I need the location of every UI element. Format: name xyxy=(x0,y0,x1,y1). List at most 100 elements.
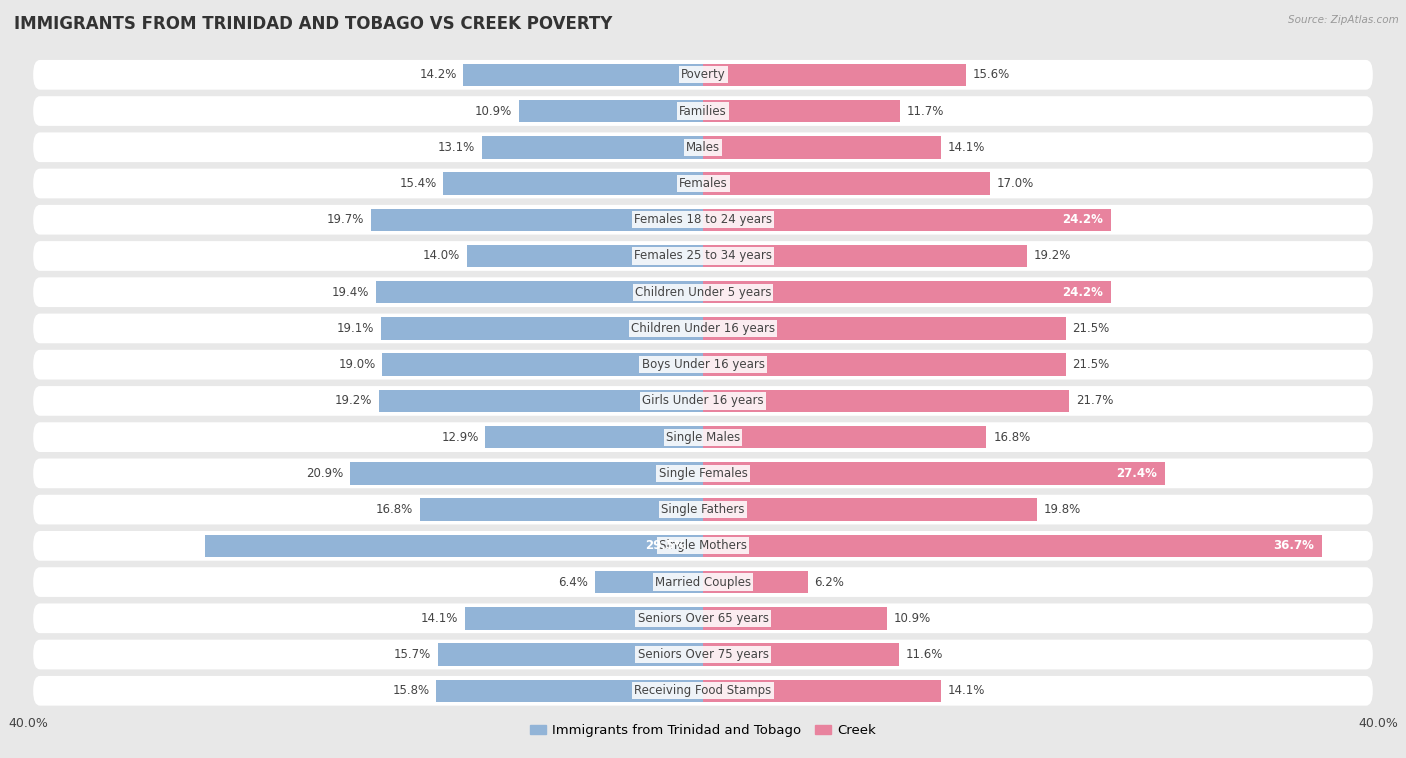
Bar xyxy=(703,353,1066,376)
Text: IMMIGRANTS FROM TRINIDAD AND TOBAGO VS CREEK POVERTY: IMMIGRANTS FROM TRINIDAD AND TOBAGO VS C… xyxy=(14,15,613,33)
Text: Children Under 16 years: Children Under 16 years xyxy=(631,322,775,335)
Bar xyxy=(482,136,703,158)
Text: Single Males: Single Males xyxy=(666,431,740,443)
FancyBboxPatch shape xyxy=(34,241,1372,271)
Text: Single Females: Single Females xyxy=(658,467,748,480)
FancyBboxPatch shape xyxy=(34,386,1372,415)
Bar xyxy=(371,208,703,231)
Text: Females 25 to 34 years: Females 25 to 34 years xyxy=(634,249,772,262)
Bar xyxy=(703,281,1111,303)
Text: 17.0%: 17.0% xyxy=(997,177,1033,190)
FancyBboxPatch shape xyxy=(34,205,1372,234)
FancyBboxPatch shape xyxy=(34,277,1372,307)
FancyBboxPatch shape xyxy=(34,422,1372,452)
Bar xyxy=(703,245,1026,268)
Text: Receiving Food Stamps: Receiving Food Stamps xyxy=(634,684,772,697)
Bar xyxy=(380,390,703,412)
FancyBboxPatch shape xyxy=(34,567,1372,597)
Text: Seniors Over 75 years: Seniors Over 75 years xyxy=(637,648,769,661)
Bar xyxy=(703,644,898,666)
Text: 16.8%: 16.8% xyxy=(375,503,413,516)
Bar xyxy=(350,462,703,484)
FancyBboxPatch shape xyxy=(34,640,1372,669)
Bar xyxy=(703,317,1066,340)
FancyBboxPatch shape xyxy=(34,350,1372,380)
Text: 10.9%: 10.9% xyxy=(475,105,512,117)
Text: 19.0%: 19.0% xyxy=(339,359,375,371)
Legend: Immigrants from Trinidad and Tobago, Creek: Immigrants from Trinidad and Tobago, Cre… xyxy=(524,719,882,742)
Text: 19.8%: 19.8% xyxy=(1043,503,1081,516)
FancyBboxPatch shape xyxy=(34,495,1372,525)
Bar xyxy=(703,100,900,122)
Bar xyxy=(205,534,703,557)
Text: 6.2%: 6.2% xyxy=(814,575,844,588)
Text: 15.6%: 15.6% xyxy=(973,68,1010,81)
Text: Children Under 5 years: Children Under 5 years xyxy=(634,286,772,299)
Text: 27.4%: 27.4% xyxy=(1116,467,1157,480)
Bar xyxy=(703,64,966,86)
Text: Boys Under 16 years: Boys Under 16 years xyxy=(641,359,765,371)
Text: 19.1%: 19.1% xyxy=(336,322,374,335)
Text: 21.5%: 21.5% xyxy=(1073,359,1109,371)
Text: 19.2%: 19.2% xyxy=(1033,249,1071,262)
Bar xyxy=(382,353,703,376)
Text: 21.7%: 21.7% xyxy=(1076,394,1114,407)
Text: 21.5%: 21.5% xyxy=(1073,322,1109,335)
Text: 15.7%: 15.7% xyxy=(394,648,432,661)
Bar xyxy=(465,607,703,630)
Text: 15.4%: 15.4% xyxy=(399,177,436,190)
Text: Males: Males xyxy=(686,141,720,154)
Bar xyxy=(464,64,703,86)
Text: 19.7%: 19.7% xyxy=(326,213,364,226)
Text: Females 18 to 24 years: Females 18 to 24 years xyxy=(634,213,772,226)
Bar xyxy=(381,317,703,340)
Text: Single Fathers: Single Fathers xyxy=(661,503,745,516)
Text: 14.1%: 14.1% xyxy=(420,612,458,625)
Text: 15.8%: 15.8% xyxy=(392,684,430,697)
Text: 14.2%: 14.2% xyxy=(419,68,457,81)
Bar xyxy=(703,534,1322,557)
Text: 13.1%: 13.1% xyxy=(439,141,475,154)
Text: Married Couples: Married Couples xyxy=(655,575,751,588)
Text: 19.2%: 19.2% xyxy=(335,394,373,407)
FancyBboxPatch shape xyxy=(34,314,1372,343)
Bar xyxy=(439,644,703,666)
Bar xyxy=(703,136,941,158)
Text: Single Mothers: Single Mothers xyxy=(659,540,747,553)
FancyBboxPatch shape xyxy=(34,531,1372,561)
Bar xyxy=(375,281,703,303)
Text: Poverty: Poverty xyxy=(681,68,725,81)
Bar xyxy=(485,426,703,449)
FancyBboxPatch shape xyxy=(34,459,1372,488)
Bar xyxy=(467,245,703,268)
Text: 24.2%: 24.2% xyxy=(1062,286,1102,299)
Bar xyxy=(595,571,703,594)
Bar xyxy=(703,571,807,594)
Bar xyxy=(703,426,987,449)
Text: 36.7%: 36.7% xyxy=(1272,540,1313,553)
Bar xyxy=(703,607,887,630)
FancyBboxPatch shape xyxy=(34,603,1372,633)
Bar xyxy=(703,498,1038,521)
Text: 24.2%: 24.2% xyxy=(1062,213,1102,226)
Bar xyxy=(703,462,1166,484)
Text: 20.9%: 20.9% xyxy=(307,467,343,480)
Text: 11.7%: 11.7% xyxy=(907,105,945,117)
Text: 14.1%: 14.1% xyxy=(948,684,986,697)
Bar xyxy=(703,390,1069,412)
Bar xyxy=(443,172,703,195)
Bar xyxy=(703,172,990,195)
Text: Females: Females xyxy=(679,177,727,190)
Text: 11.6%: 11.6% xyxy=(905,648,943,661)
Bar xyxy=(519,100,703,122)
Text: Families: Families xyxy=(679,105,727,117)
FancyBboxPatch shape xyxy=(34,133,1372,162)
Text: 29.5%: 29.5% xyxy=(645,540,686,553)
Bar xyxy=(703,680,941,702)
Text: 16.8%: 16.8% xyxy=(993,431,1031,443)
Bar xyxy=(419,498,703,521)
FancyBboxPatch shape xyxy=(34,96,1372,126)
Text: Source: ZipAtlas.com: Source: ZipAtlas.com xyxy=(1288,15,1399,25)
Text: 12.9%: 12.9% xyxy=(441,431,478,443)
Text: Girls Under 16 years: Girls Under 16 years xyxy=(643,394,763,407)
